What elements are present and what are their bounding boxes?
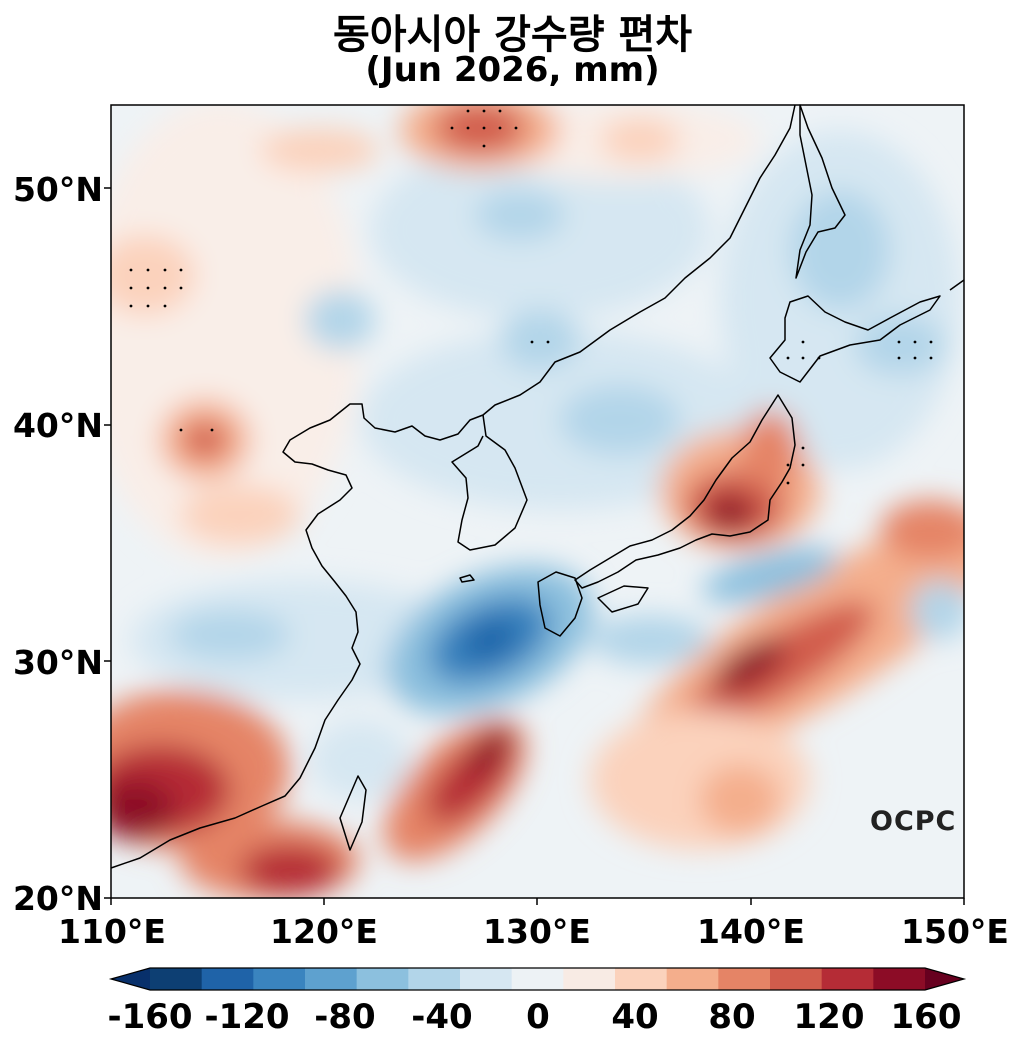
- colorbar-segment: [253, 968, 306, 990]
- colorbar-under-arrow: [111, 968, 150, 990]
- coastline-sakhalin: [795, 104, 846, 279]
- colorbar-segment: [563, 968, 616, 990]
- lat-label-40n: 40°N: [12, 406, 103, 445]
- colorbar-segment: [666, 968, 719, 990]
- lat-label-20n: 20°N: [12, 879, 103, 918]
- coastline-russia-maritime: [482, 104, 796, 416]
- colorbar-segment: [821, 968, 874, 990]
- colorbar-label-neg40: -40: [411, 997, 473, 1037]
- colorbar-label-40: 40: [611, 997, 659, 1037]
- coastline-taiwan: [339, 775, 367, 851]
- coastline-hokkaido: [769, 295, 941, 383]
- colorbar-label-160: 160: [890, 997, 962, 1037]
- colorbar-segment: [150, 968, 203, 990]
- coastline-mainland-china: [110, 403, 484, 869]
- coastlines: [110, 104, 965, 869]
- precipitation-anomaly-field: [111, 105, 964, 898]
- colorbar: [108, 967, 967, 991]
- colorbar-segment: [408, 968, 461, 990]
- lon-label-120e: 120°E: [270, 912, 378, 951]
- colorbar-label-neg160: -160: [107, 997, 193, 1037]
- colorbar-label-80: 80: [708, 997, 756, 1037]
- lat-label-30n: 30°N: [12, 643, 103, 682]
- colorbar-segment: [615, 968, 668, 990]
- lon-label-140e: 140°E: [697, 912, 805, 951]
- lat-label-50n: 50°N: [12, 170, 103, 209]
- coastline-korea: [451, 414, 528, 551]
- colorbar-label-neg120: -120: [204, 997, 290, 1037]
- coastline-kamchatka-hint: [949, 279, 965, 291]
- colorbar-segment: [356, 968, 409, 990]
- lon-label-150e: 150°E: [901, 912, 1009, 951]
- colorbar-label-neg80: -80: [314, 997, 376, 1037]
- coastline-shikoku: [597, 585, 649, 613]
- colorbar-segment: [718, 968, 771, 990]
- colorbar-outline: [108, 967, 967, 991]
- colorbar-segment: [873, 968, 926, 990]
- colorbar-label-0: 0: [526, 997, 550, 1037]
- ocpc-logo: OCPC: [870, 806, 957, 837]
- colorbar-segment: [305, 968, 358, 990]
- coastline-honshu: [574, 394, 796, 589]
- lon-label-130e: 130°E: [483, 912, 591, 951]
- colorbar-segment: [201, 968, 254, 990]
- map-subtitle: (Jun 2026, mm): [365, 50, 660, 90]
- coastline-kyushu: [537, 571, 583, 637]
- map-title: 동아시아 강수량 편차: [332, 12, 693, 58]
- colorbar-label-120: 120: [793, 997, 865, 1037]
- colorbar-segment: [511, 968, 564, 990]
- coastline-jeju: [459, 574, 475, 583]
- lon-label-110e: 110°E: [58, 912, 166, 951]
- colorbar-segment: [460, 968, 513, 990]
- significance-stippling: [129, 109, 933, 485]
- colorbar-over-arrow: [925, 968, 964, 990]
- axis-ticks: [104, 187, 965, 905]
- colorbar-segment: [770, 968, 823, 990]
